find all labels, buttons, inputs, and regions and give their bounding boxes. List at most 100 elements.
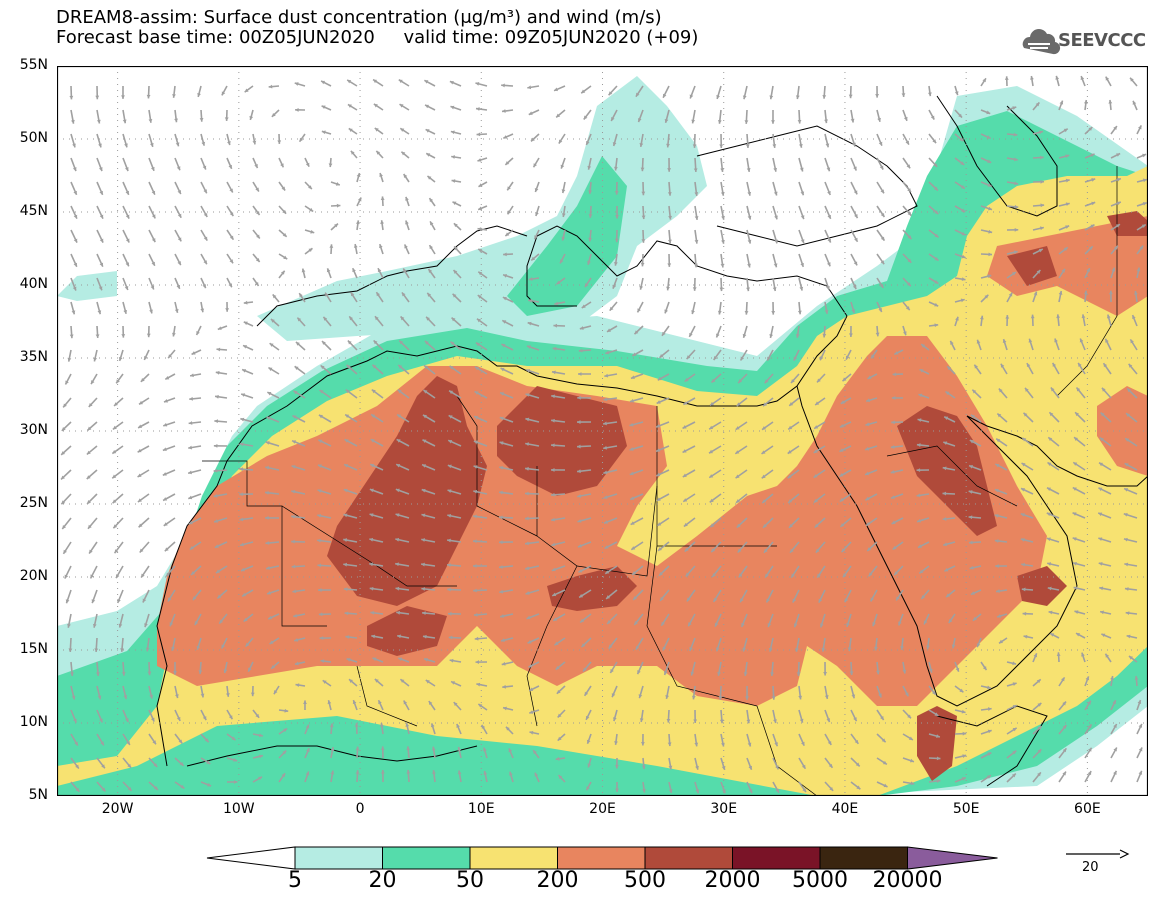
wind-arrow [902, 277, 912, 287]
wind-arrow [923, 613, 930, 625]
wind-arrow [252, 157, 259, 169]
wind-arrow [655, 469, 670, 477]
wind-arrow [772, 133, 777, 148]
wind-arrow [772, 157, 778, 172]
wind-arrow [502, 296, 514, 303]
wind-arrow [499, 416, 514, 423]
wind-arrow [918, 565, 930, 575]
wind-arrow [1030, 314, 1035, 327]
wind-arrow [1098, 462, 1112, 471]
wind-arrow [824, 229, 832, 243]
wind-arrow [980, 157, 992, 164]
wind-arrow [70, 229, 78, 243]
wind-arrow [746, 181, 752, 196]
wind-arrow [578, 565, 592, 573]
wind-arrow [457, 770, 462, 783]
wind-arrow [968, 515, 982, 520]
wind-arrow [70, 181, 78, 196]
dust-map [57, 66, 1148, 796]
wind-arrow [173, 661, 177, 675]
wind-arrow [352, 699, 358, 711]
wind-arrow [226, 205, 234, 217]
wind-arrow [1022, 412, 1034, 423]
wind-arrow [399, 678, 410, 687]
wind-arrow [585, 709, 592, 721]
wind-arrow [241, 589, 254, 597]
wind-arrow [976, 339, 982, 351]
wind-arrow [172, 325, 176, 337]
wind-arrow [746, 253, 751, 268]
wind-arrow [355, 220, 360, 231]
wind-arrow [660, 613, 670, 627]
wind-arrow [371, 388, 384, 399]
wind-arrow [659, 589, 670, 602]
wind-arrow [1136, 267, 1141, 279]
wind-arrow [608, 85, 618, 96]
wind-arrow [278, 229, 288, 238]
wind-arrow [614, 181, 619, 195]
wind-arrow [604, 541, 618, 550]
wind-arrow [766, 349, 774, 362]
wind-arrow [217, 325, 228, 331]
wind-arrow [174, 733, 183, 744]
wind-arrow [849, 661, 854, 675]
colorbar-label: 20000 [872, 868, 943, 893]
wind-arrow [369, 463, 384, 471]
wind-arrow [890, 469, 904, 474]
wind-arrow [148, 181, 156, 196]
wind-arrow [278, 772, 286, 783]
wind-arrow [397, 389, 410, 399]
wind-arrow [994, 488, 1008, 495]
wind-arrow [980, 751, 992, 759]
wind-arrow [928, 133, 937, 144]
wind-arrow [1108, 290, 1113, 303]
wind-arrow [525, 442, 540, 447]
wind-arrow [1005, 315, 1010, 327]
wind-arrow [735, 421, 748, 431]
wind-arrow [772, 277, 777, 292]
wind-arrow [532, 749, 540, 759]
wind-arrow [1084, 676, 1090, 687]
colorbar-min-triangle [206, 846, 296, 870]
wind-arrow [716, 85, 722, 100]
wind-arrow [356, 197, 362, 207]
wind-arrow [503, 252, 514, 257]
wind-arrow [293, 637, 306, 642]
wind-arrow [968, 490, 982, 495]
wind-arrow [582, 661, 592, 673]
wind-arrow [900, 637, 904, 650]
wind-arrow [223, 661, 228, 674]
wind-arrow [446, 563, 462, 568]
wind-arrow [1136, 223, 1147, 231]
wind-arrow [69, 325, 74, 339]
wind-arrow [96, 109, 101, 124]
wind-arrow [663, 661, 670, 676]
wind-arrow [321, 340, 332, 351]
wind-arrow [346, 657, 358, 663]
wind-arrow [709, 397, 722, 407]
wind-arrow [685, 565, 696, 578]
wind-arrow [70, 733, 79, 746]
wind-arrow [795, 325, 800, 338]
wind-arrow [1058, 290, 1063, 303]
wind-arrow [216, 589, 228, 600]
wind-arrow [451, 179, 462, 183]
wind-arrow [665, 685, 670, 700]
wind-arrow [448, 389, 462, 399]
wind-arrow [771, 685, 776, 700]
wind-arrow [250, 685, 255, 697]
wind-arrow [370, 610, 384, 615]
wind-arrow [252, 709, 260, 719]
wind-arrow [1032, 248, 1044, 255]
wind-arrow [456, 723, 462, 735]
wind-arrow [116, 589, 124, 604]
wind-arrow [320, 364, 332, 375]
wind-arrow [945, 589, 956, 598]
wind-arrow [1110, 770, 1118, 783]
wind-arrow [551, 394, 566, 399]
wind-arrow [343, 562, 358, 567]
wind-arrow [875, 325, 880, 337]
wind-arrow [712, 589, 722, 603]
wind-arrow [1110, 699, 1117, 711]
wind-arrow [371, 364, 384, 375]
